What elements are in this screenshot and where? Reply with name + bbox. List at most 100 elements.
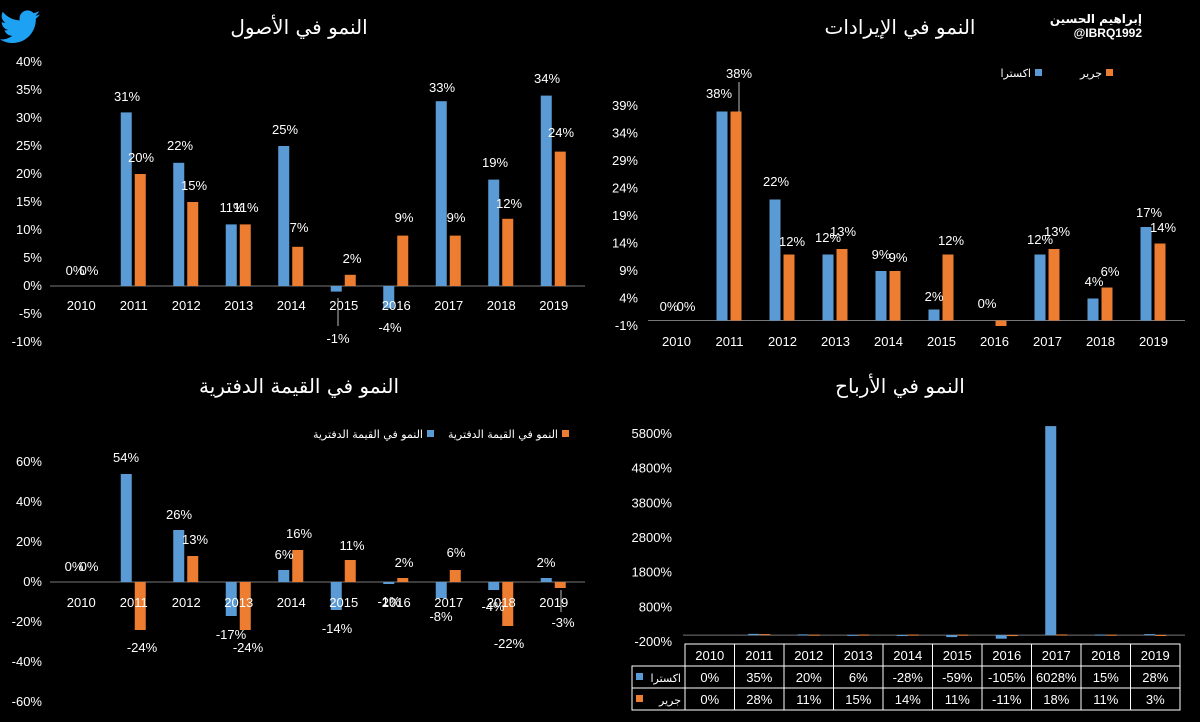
revenue-data-label: 38% <box>726 66 752 81</box>
revenue-y-tick: 19% <box>612 208 638 223</box>
bookvalue-x-tick: 2010 <box>67 595 96 610</box>
bookvalue-bar-jarir <box>134 582 146 630</box>
assets-x-tick: 2016 <box>382 298 411 313</box>
assets-x-tick: 2013 <box>224 298 253 313</box>
bookvalue-x-tick: 2016 <box>382 595 411 610</box>
assets-data-label: 34% <box>534 71 560 86</box>
revenue-bar-jarir <box>1048 249 1060 321</box>
assets-data-label: 31% <box>114 89 140 104</box>
assets-bar-extra <box>120 112 132 287</box>
profits-bar-jarir <box>1105 634 1117 636</box>
bookvalue-legend-label: النمو في القيمة الدفترية <box>313 428 423 441</box>
assets-data-label: 24% <box>548 125 574 140</box>
revenue-data-label: 13% <box>1044 224 1070 239</box>
bookvalue-data-label: -14% <box>322 621 353 636</box>
profits-table-year: 2019 <box>1141 648 1170 663</box>
assets-x-tick: 2019 <box>539 298 568 313</box>
profits-table-cell: 11% <box>1093 692 1118 707</box>
revenue-x-tick: 2010 <box>662 334 691 349</box>
profits-table-cell: 3% <box>1146 692 1165 707</box>
assets-data-label: 2% <box>343 251 362 266</box>
revenue-bar-jarir <box>942 254 954 321</box>
bookvalue-bar-extra <box>330 582 342 610</box>
bookvalue-bar-extra <box>435 582 447 598</box>
profits-table-cell: -11% <box>992 692 1022 707</box>
profits-table-series-name: جرير <box>658 694 681 707</box>
bookvalue-legend-swatch <box>562 430 569 437</box>
assets-bar-extra <box>435 101 447 286</box>
revenue-bar-extra <box>716 111 728 321</box>
profits-table-cell: 15% <box>845 692 871 707</box>
profits-table-year: 2016 <box>992 648 1021 663</box>
revenue-data-label: 13% <box>830 224 856 239</box>
revenue-y-tick: 24% <box>612 181 638 196</box>
profits-table-year: 2011 <box>745 648 773 663</box>
revenue-legend-swatch <box>1106 69 1113 76</box>
assets-bar-jarir <box>502 218 514 286</box>
profits-table-series-name: اكسترا <box>650 672 681 685</box>
revenue-data-label: 22% <box>763 174 789 189</box>
bookvalue-x-tick: 2012 <box>172 595 201 610</box>
bookvalue-y-tick: 0% <box>23 574 42 589</box>
profits-bar-jarir <box>1056 634 1068 636</box>
profits-bar-jarir <box>1006 635 1018 637</box>
revenue-data-label: 0% <box>677 299 696 314</box>
assets-bar-extra <box>540 95 552 286</box>
bookvalue-bar-jarir <box>502 582 514 626</box>
profits-y-tick: 5800% <box>632 426 673 441</box>
assets-data-label: -4% <box>378 320 402 335</box>
revenue-y-tick: -1% <box>615 318 639 333</box>
profits-bar-extra <box>748 633 760 636</box>
profits-table-swatch <box>636 673 643 680</box>
assets-bar-extra <box>173 162 185 286</box>
profits-table-cell: 0% <box>700 692 719 707</box>
assets-data-label: 0% <box>66 263 85 278</box>
revenue-legend-label: اكسترا <box>1000 67 1031 80</box>
profits-table-cell: 28% <box>1142 670 1168 685</box>
revenue-data-label: 12% <box>938 233 964 248</box>
assets-x-tick: 2015 <box>329 298 358 313</box>
assets-x-tick: 2011 <box>120 298 148 313</box>
revenue-data-label: 6% <box>1101 264 1120 279</box>
assets-x-tick: 2010 <box>67 298 96 313</box>
revenue-x-tick: 2013 <box>821 334 850 349</box>
revenue-data-label: 4% <box>1085 274 1104 289</box>
revenue-data-label: 12% <box>1027 232 1053 247</box>
revenue-data-label: 2% <box>925 289 944 304</box>
assets-y-tick: 35% <box>16 82 42 97</box>
assets-bar-jarir <box>239 224 251 286</box>
bookvalue-bar-extra <box>225 582 237 616</box>
profits-table-cell: 35% <box>746 670 772 685</box>
bookvalue-data-label: -3% <box>551 615 575 630</box>
revenue-x-tick: 2012 <box>768 334 797 349</box>
revenue-x-tick: 2017 <box>1033 334 1062 349</box>
profits-table-year: 2012 <box>794 648 823 663</box>
bookvalue-y-tick: -40% <box>12 654 43 669</box>
bookvalue-y-tick: -20% <box>12 614 43 629</box>
assets-y-tick: 5% <box>23 250 42 265</box>
revenue-legend-swatch <box>1035 69 1042 76</box>
profits-table-cell: -28% <box>893 670 924 685</box>
bookvalue-data-label: 26% <box>166 507 192 522</box>
bookvalue-bar-jarir <box>187 556 199 582</box>
bookvalue-x-tick: 2015 <box>329 595 358 610</box>
revenue-x-tick: 2011 <box>716 334 744 349</box>
profits-bar-extra <box>847 634 859 636</box>
profits-table-cell: -59% <box>942 670 973 685</box>
revenue-title: النمو في الإيرادات <box>825 15 976 40</box>
assets-data-label: 11% <box>219 200 244 215</box>
revenue-y-tick: 29% <box>612 153 638 168</box>
revenue-bar-jarir <box>836 249 848 321</box>
profits-table-year: 2014 <box>893 648 922 663</box>
assets-y-tick: 20% <box>16 166 42 181</box>
revenue-y-tick: 14% <box>612 236 638 251</box>
revenue-bar-jarir <box>889 271 901 321</box>
bookvalue-bar-jarir <box>292 550 304 582</box>
bookvalue-bar-jarir <box>344 560 356 582</box>
revenue-y-tick: 34% <box>612 126 638 141</box>
bookvalue-data-label: 6% <box>275 547 294 562</box>
twitter-bird-icon <box>0 10 40 44</box>
assets-bar-extra <box>488 179 500 286</box>
profits-table-cell: -105% <box>988 670 1026 685</box>
revenue-data-label: 0% <box>978 296 997 311</box>
